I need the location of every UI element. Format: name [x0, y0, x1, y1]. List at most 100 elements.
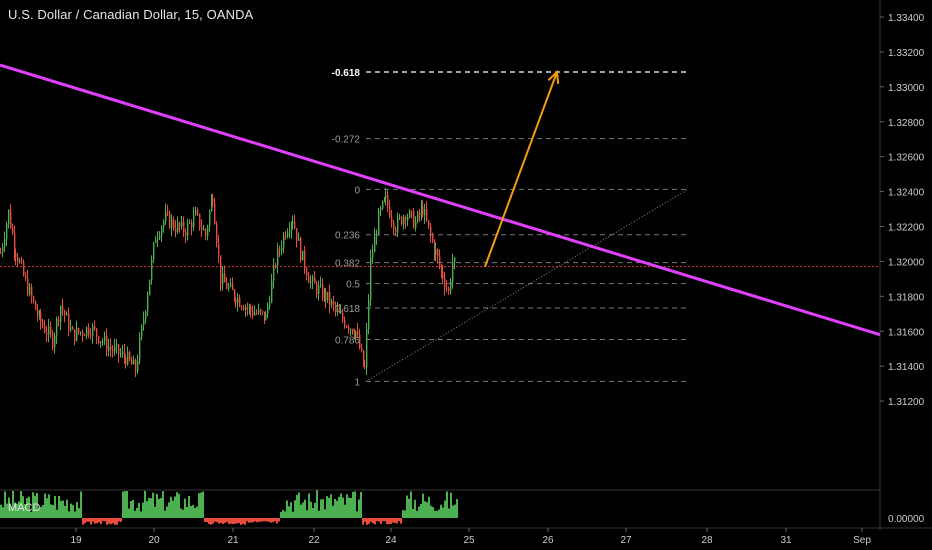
candle-body — [226, 282, 228, 289]
macd-bar — [104, 518, 106, 522]
magenta-trendline — [0, 63, 881, 337]
macd-bar — [338, 496, 340, 518]
macd-bar — [350, 497, 352, 518]
candle-body — [56, 318, 58, 336]
macd-bar — [188, 495, 190, 518]
macd-bar — [88, 518, 90, 522]
candle-body — [430, 225, 432, 236]
macd-bar — [398, 518, 400, 522]
candle-body — [314, 277, 316, 284]
macd-bar — [50, 504, 52, 518]
macd-bar — [20, 491, 22, 518]
macd-bar — [388, 518, 390, 524]
fib-level-label: 0.382 — [335, 259, 360, 270]
candle-body — [318, 285, 320, 294]
macd-bar — [204, 518, 206, 522]
macd-bar — [454, 504, 456, 518]
candle-body — [84, 335, 86, 337]
macd-bar — [192, 504, 194, 518]
candle-body — [333, 300, 335, 305]
candle-body — [139, 337, 141, 361]
macd-bar — [16, 503, 18, 518]
macd-bar — [344, 504, 346, 518]
y-tick-label: 1.32800 — [888, 118, 925, 129]
macd-bar — [14, 502, 16, 518]
fib-level-label: 0.5 — [346, 280, 360, 291]
macd-bar — [444, 500, 446, 518]
macd-label: MACD — [8, 502, 41, 514]
macd-bar — [66, 499, 68, 518]
candle-body — [39, 312, 41, 316]
macd-bar — [164, 510, 166, 518]
macd-bar — [234, 518, 236, 524]
candle-body — [287, 232, 289, 237]
macd-bar — [90, 518, 92, 525]
candle-body — [76, 327, 78, 341]
macd-bar — [244, 518, 246, 525]
macd-bar — [412, 508, 414, 518]
macd-bar — [422, 493, 424, 518]
candle-body — [384, 198, 386, 202]
macd-bar — [434, 510, 436, 518]
candle-body — [421, 206, 423, 215]
candle-body — [15, 252, 17, 257]
macd-bar — [332, 505, 334, 518]
macd-bar — [96, 518, 98, 524]
x-tick-label: 22 — [308, 535, 320, 546]
candle-body — [298, 238, 300, 241]
macd-bar — [278, 518, 280, 522]
macd-bar — [290, 502, 292, 518]
macd-bar — [362, 518, 364, 525]
candle-body — [241, 306, 243, 308]
macd-bar — [334, 498, 336, 518]
candle-body — [239, 297, 241, 307]
candle-body — [357, 331, 359, 335]
macd-bar — [272, 518, 274, 523]
macd-bar — [308, 493, 310, 518]
macd-bar — [184, 498, 186, 518]
candle-body — [155, 239, 157, 243]
macd-bar — [64, 505, 66, 518]
candle-body — [269, 302, 271, 307]
candle-body — [419, 212, 421, 215]
macd-bar — [28, 496, 30, 518]
candle-body — [264, 311, 266, 321]
candle-body — [44, 326, 46, 333]
y-tick-label: 1.31400 — [888, 362, 925, 373]
candle-body — [258, 309, 260, 314]
candle-body — [179, 222, 181, 227]
macd-bar — [8, 497, 10, 518]
candle-body — [141, 325, 143, 338]
macd-bar — [374, 518, 376, 525]
candle-body — [96, 328, 98, 337]
macd-bar — [406, 495, 408, 518]
candle-body — [216, 223, 218, 244]
candle-body — [201, 227, 203, 230]
macd-bar — [416, 510, 418, 518]
candle-body — [306, 268, 308, 277]
macd-bar — [450, 492, 452, 518]
candle-body — [203, 229, 205, 231]
candle-body — [147, 295, 149, 312]
candle-body — [110, 346, 112, 350]
x-tick-label: 24 — [385, 535, 397, 546]
candle-body — [120, 353, 122, 355]
candle-body — [340, 312, 342, 314]
candle-body — [169, 212, 171, 228]
candle-body — [368, 299, 370, 330]
macd-bar — [418, 506, 420, 518]
candle-body — [393, 221, 395, 230]
macd-bar — [62, 500, 64, 518]
candle-body — [66, 313, 68, 316]
macd-bar — [114, 518, 116, 525]
macd-bar — [382, 518, 384, 522]
y-tick-label: 1.33000 — [888, 83, 925, 94]
macd-bar — [190, 505, 192, 518]
candle-body — [391, 217, 393, 222]
candle-body — [171, 219, 173, 228]
macd-bar — [326, 496, 328, 518]
candle-body — [35, 301, 37, 310]
macd-bar — [432, 507, 434, 518]
macd-bar — [222, 518, 224, 524]
